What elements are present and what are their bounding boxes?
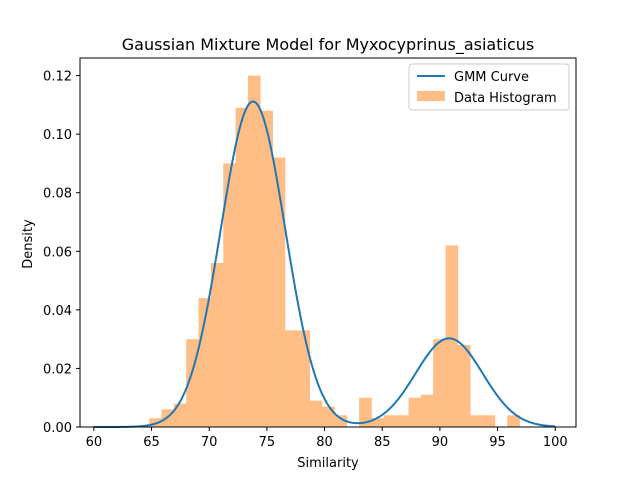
histogram-bar-2 — [173, 403, 187, 427]
histogram-bar-15 — [334, 415, 347, 427]
histogram-bar-8 — [247, 75, 261, 428]
histogram-bar-18 — [383, 415, 397, 427]
histogram-bar-19 — [396, 415, 409, 427]
x-tick-label: 60 — [86, 435, 103, 450]
histogram-bar-25 — [470, 415, 483, 427]
y-tick-label: 0.12 — [43, 70, 72, 85]
x-tick-label: 85 — [374, 435, 391, 450]
legend: GMM Curve Data Histogram — [408, 63, 570, 111]
y-tick-label: 0.00 — [43, 421, 72, 436]
y-tick-label: 0.04 — [43, 304, 72, 319]
histogram-bar-26 — [482, 415, 496, 427]
y-tick-label: 0.08 — [43, 187, 72, 202]
histogram-bar-24 — [457, 345, 471, 427]
histogram-bar-6 — [223, 163, 236, 427]
x-tick-label: 95 — [489, 435, 506, 450]
x-axis-label: Similarity — [297, 456, 359, 471]
histogram-bar-27 — [507, 415, 520, 427]
histogram-bar-20 — [408, 397, 422, 427]
legend-label-histogram: Data Histogram — [454, 91, 557, 106]
x-tick-label: 70 — [201, 435, 218, 450]
histogram-bar-16 — [359, 397, 372, 427]
histogram-bar-11 — [284, 330, 298, 427]
x-tick-label: 90 — [432, 435, 449, 450]
y-tick-label: 0.10 — [43, 128, 72, 143]
histogram-bar-22 — [433, 339, 446, 427]
axes-frame — [79, 57, 577, 428]
histogram-bar-5 — [210, 263, 224, 427]
histogram-bar-23 — [445, 245, 459, 427]
x-tick-label: 65 — [143, 435, 160, 450]
legend-box — [408, 63, 570, 111]
histogram-bar-10 — [272, 157, 286, 428]
histogram-bar-17 — [371, 418, 385, 427]
y-axis-label: Density — [21, 219, 36, 269]
legend-swatch-histogram — [417, 91, 445, 101]
y-axis-ticks: 0.00 0.02 0.04 0.06 0.08 0.10 0.12 — [43, 70, 80, 436]
histogram-bar-14 — [322, 406, 335, 427]
x-tick-label: 80 — [316, 435, 333, 450]
y-tick-label: 0.06 — [43, 245, 72, 260]
histogram-bar-13 — [309, 400, 323, 427]
x-axis-ticks: 60 65 70 75 80 85 90 95 100 — [86, 427, 568, 450]
chart-title: Gaussian Mixture Model for Myxocyprinus_… — [122, 35, 534, 55]
gmm-curve-line — [93, 100, 556, 428]
histogram-bar-7 — [235, 107, 249, 428]
histogram-bar-21 — [420, 394, 434, 427]
y-tick-label: 0.02 — [43, 362, 72, 377]
histogram-bar-12 — [297, 330, 310, 427]
x-tick-label: 100 — [543, 435, 568, 450]
histogram-bars — [149, 75, 520, 428]
histogram-bar-9 — [260, 110, 273, 427]
x-tick-label: 75 — [259, 435, 276, 450]
legend-label-gmm-curve: GMM Curve — [454, 70, 529, 85]
